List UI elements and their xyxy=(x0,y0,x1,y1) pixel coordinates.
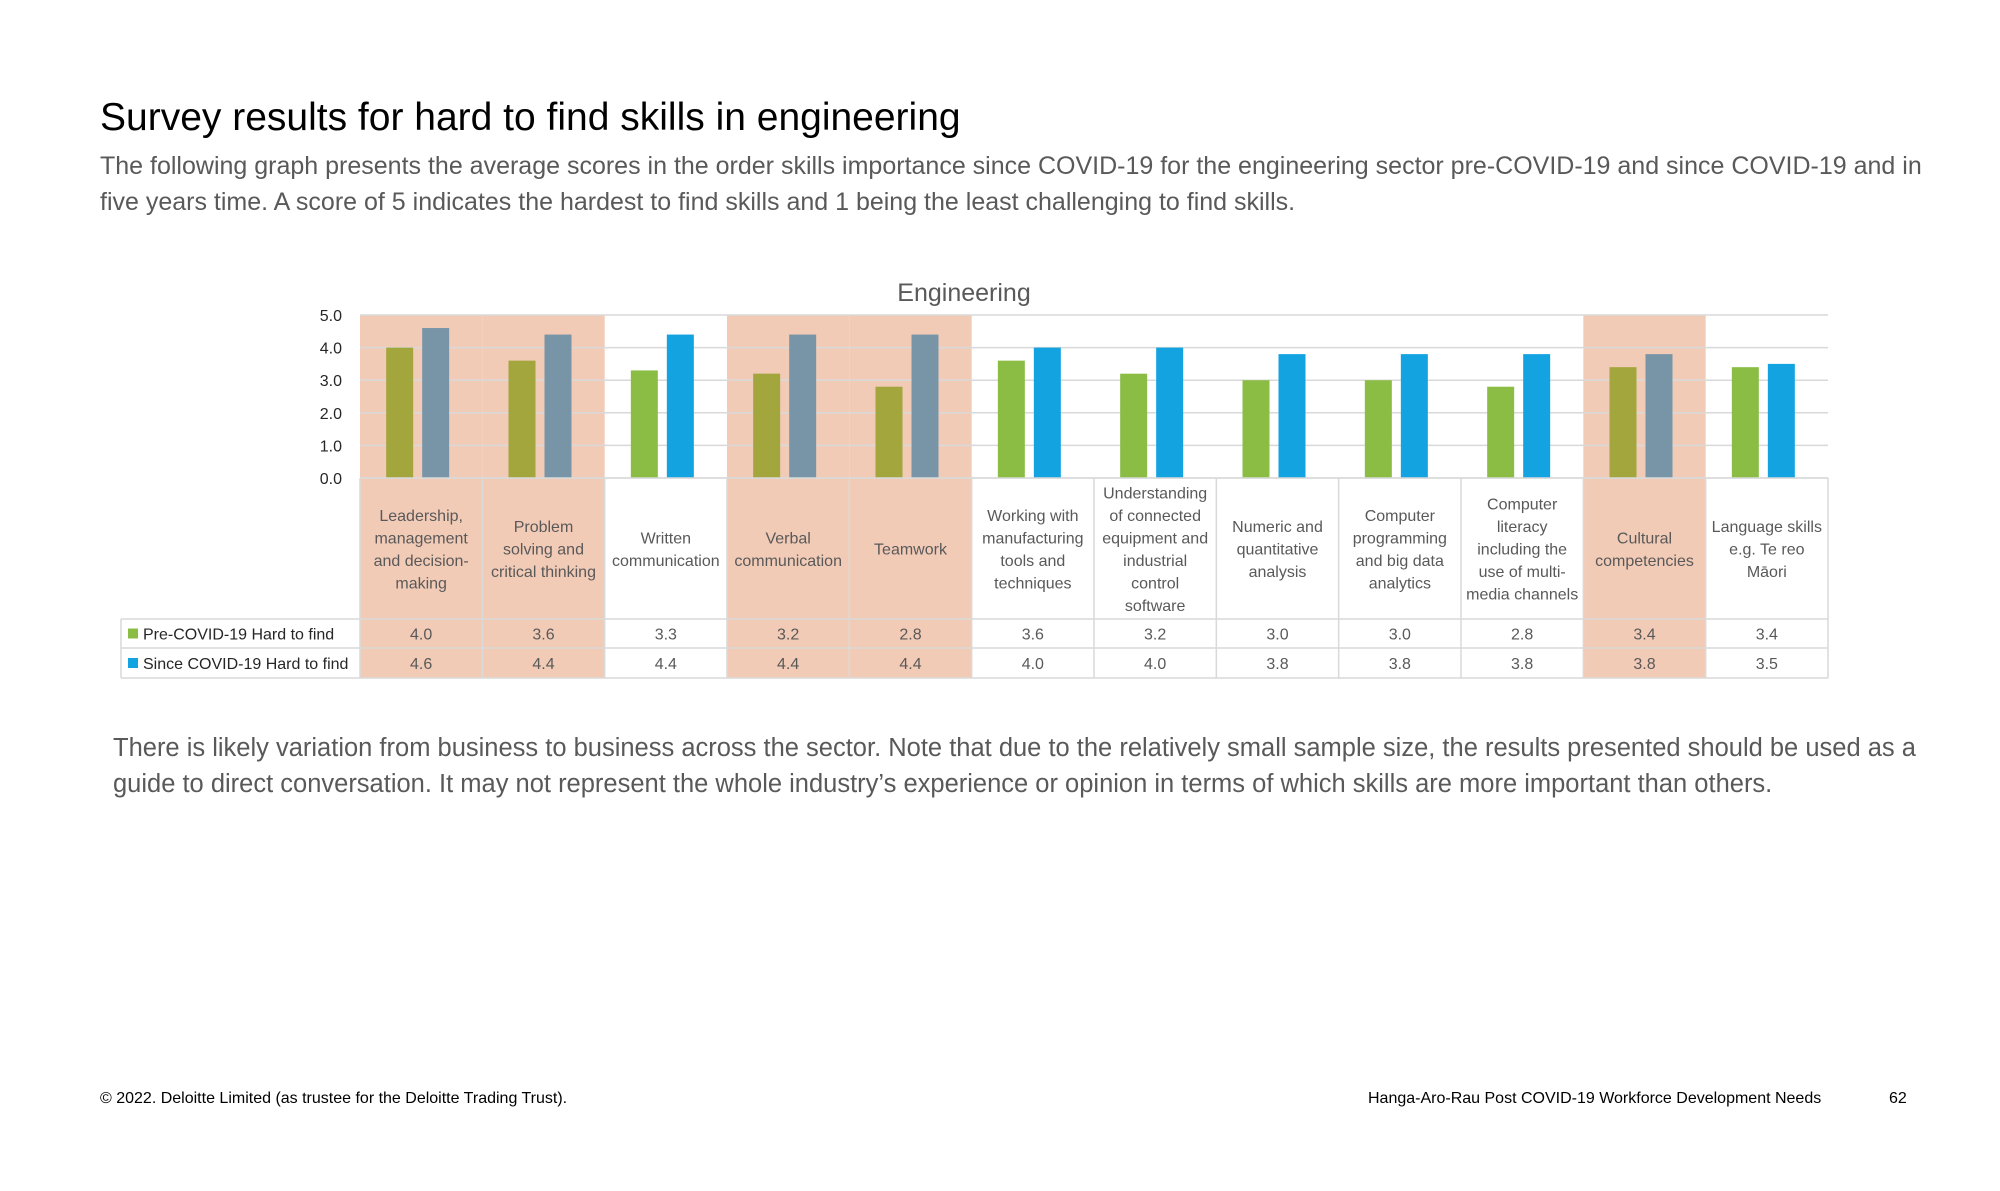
data-table: Leadership, management and decision-making… xyxy=(121,478,1828,678)
legend-label: Pre-COVID-19 Hard to find xyxy=(143,627,334,644)
bar-since-covid xyxy=(1646,354,1673,478)
bar-since-covid xyxy=(912,335,939,478)
y-tick-label: 2.0 xyxy=(320,406,342,423)
bar-pre-covid xyxy=(509,361,536,478)
data-label: 4.4 xyxy=(777,656,799,673)
highlight-band xyxy=(482,315,604,678)
data-label: 4.0 xyxy=(1022,656,1044,673)
bar-since-covid xyxy=(789,335,816,478)
y-tick-label: 1.0 xyxy=(320,438,342,455)
data-label: 3.5 xyxy=(1756,656,1778,673)
category-label: Problem solving and critical thinking xyxy=(491,519,596,581)
bar-since-covid xyxy=(422,328,449,478)
note-paragraph: There is likely variation from business … xyxy=(113,730,1923,802)
bars xyxy=(386,328,1795,478)
legend-key xyxy=(128,629,138,639)
data-label: 3.3 xyxy=(655,627,677,644)
data-label: 3.4 xyxy=(1756,627,1778,644)
legend-label: Since COVID-19 Hard to find xyxy=(143,656,348,673)
bar-pre-covid xyxy=(1120,374,1147,478)
highlight-band xyxy=(849,315,971,678)
bar-pre-covid xyxy=(876,387,903,478)
bar-since-covid xyxy=(545,335,572,478)
y-tick-label: 3.0 xyxy=(320,373,342,390)
data-label: 3.8 xyxy=(1511,656,1533,673)
page-title: Survey results for hard to find skills i… xyxy=(100,96,961,140)
data-label: 3.8 xyxy=(1266,656,1288,673)
highlight-band xyxy=(1583,315,1705,678)
data-label: 3.0 xyxy=(1266,627,1288,644)
category-label: Verbal communication xyxy=(734,530,842,570)
category-label: Cultural competencies xyxy=(1595,530,1694,570)
bar-pre-covid xyxy=(1243,380,1270,478)
data-label: 3.8 xyxy=(1389,656,1411,673)
category-label: Written communication xyxy=(612,530,720,570)
y-tick-label: 0.0 xyxy=(320,471,342,488)
bar-pre-covid xyxy=(1365,380,1392,478)
category-label: Understanding of connected equipment and in… xyxy=(1102,485,1208,615)
bar-pre-covid xyxy=(753,374,780,478)
bar-since-covid xyxy=(1768,364,1795,478)
category-label: Numeric and quantitative analysis xyxy=(1232,519,1323,581)
grid-lines: 0.0 1.0 2.0 3.0 4.0 5.0 xyxy=(320,308,1828,488)
bar-pre-covid xyxy=(1610,367,1637,478)
data-label: 3.4 xyxy=(1633,627,1655,644)
data-label: 4.0 xyxy=(1144,656,1166,673)
y-tick-label: 5.0 xyxy=(320,308,342,325)
bar-pre-covid xyxy=(386,348,413,478)
data-label: 2.8 xyxy=(1511,627,1533,644)
category-label: Computer literacy including the use of mult… xyxy=(1466,497,1578,604)
highlight-bands xyxy=(360,315,1706,678)
data-label: 2.8 xyxy=(899,627,921,644)
bar-pre-covid xyxy=(1487,387,1514,478)
highlight-band xyxy=(727,315,849,678)
y-tick-label: 4.0 xyxy=(320,341,342,358)
bar-pre-covid xyxy=(1732,367,1759,478)
data-label: 4.0 xyxy=(410,627,432,644)
data-label: 3.6 xyxy=(532,627,554,644)
data-label: 4.4 xyxy=(655,656,677,673)
bar-since-covid xyxy=(1523,354,1550,478)
bar-pre-covid xyxy=(631,370,658,478)
category-label: Working with manufacturing tools and techni… xyxy=(982,508,1083,593)
bar-since-covid xyxy=(667,335,694,478)
data-label: 3.0 xyxy=(1389,627,1411,644)
bar-since-covid xyxy=(1034,348,1061,478)
footer-report-title: Hanga-Aro-Rau Post COVID-19 Workforce De… xyxy=(1368,1090,1821,1108)
data-label: 4.6 xyxy=(410,656,432,673)
footer-copyright: © 2022. Deloitte Limited (as trustee for… xyxy=(100,1090,567,1108)
page-number: 62 xyxy=(1889,1090,1907,1108)
category-label: Language skills e.g. Te reo Māori xyxy=(1712,519,1822,581)
data-label: 4.4 xyxy=(899,656,921,673)
data-label: 3.6 xyxy=(1022,627,1044,644)
bar-since-covid xyxy=(1279,354,1306,478)
bar-since-covid xyxy=(1401,354,1428,478)
data-label: 3.8 xyxy=(1633,656,1655,673)
chart-title: Engineering xyxy=(897,279,1030,307)
data-label: 3.2 xyxy=(777,627,799,644)
legend-key xyxy=(128,658,138,668)
data-label: 3.2 xyxy=(1144,627,1166,644)
category-label: Teamwork xyxy=(874,542,948,559)
highlight-band xyxy=(360,315,482,678)
data-label: 4.4 xyxy=(532,656,554,673)
bar-pre-covid xyxy=(998,361,1025,478)
bar-since-covid xyxy=(1156,348,1183,478)
intro-paragraph: The following graph presents the average… xyxy=(100,148,1930,220)
category-label: Computer programming and big data analytics xyxy=(1353,508,1447,593)
category-label: Leadership, management and decision-making xyxy=(374,508,469,593)
